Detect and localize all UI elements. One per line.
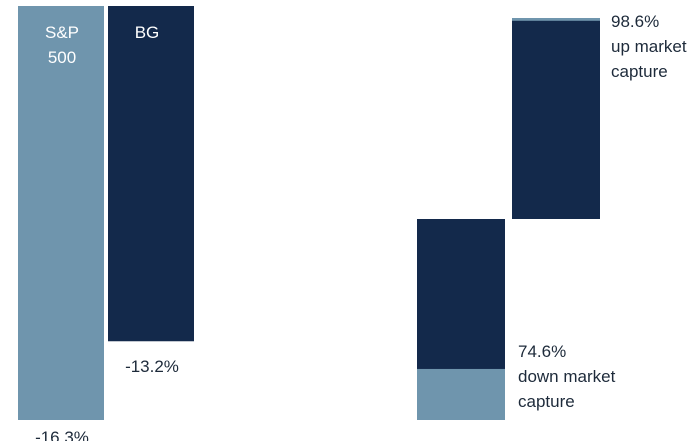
capture-chart: 74.6% down market capture 98.6% up marke… [417, 12, 687, 420]
down-capture-bar [417, 219, 505, 369]
bg-bar [108, 6, 194, 342]
up-capture-label-line3: capture [611, 62, 668, 81]
returns-chart: S&P 500 BG -13.2% -16.3% [18, 6, 194, 441]
sp500-value-label: -16.3% [35, 428, 89, 441]
up-capture-bar [512, 20, 600, 220]
bg-label: BG [135, 23, 160, 42]
sp500-label-line1: S&P [45, 23, 79, 42]
down-capture-value: 74.6% [518, 342, 566, 361]
up-capture-label-line2: up market [611, 37, 687, 56]
bg-value-label: -13.2% [125, 357, 179, 376]
sp500-bar [18, 6, 104, 420]
down-capture-label-line2: down market [518, 367, 616, 386]
up-capture-value: 98.6% [611, 12, 659, 31]
sp500-label-line2: 500 [48, 48, 76, 67]
down-capture-label-line3: capture [518, 392, 575, 411]
